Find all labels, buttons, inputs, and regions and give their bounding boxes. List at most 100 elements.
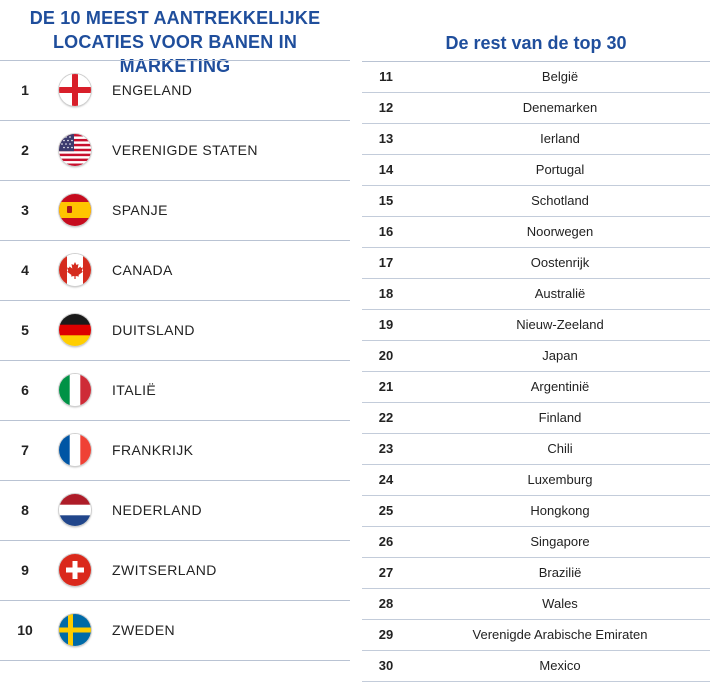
table-row: 27 Brazilië [362,558,710,589]
table-row: 29 Verenigde Arabische Emiraten [362,620,710,651]
country-name: Noorwegen [526,224,594,239]
country-name: Japan [542,348,578,363]
list-item: 2 [0,120,350,180]
rank-number: 21 [378,379,394,394]
table-row: 30 Mexico [362,651,710,682]
rank-number: 10 [17,622,33,638]
country-name: VERENIGDE STATEN [112,142,258,158]
rank-number: 23 [378,441,394,456]
table-row: 21 Argentinië [362,372,710,403]
rank-number: 20 [378,348,394,363]
germany-flag-icon [59,314,91,346]
country-name: NEDERLAND [112,502,202,518]
list-item: 3 SPANJE [0,180,350,240]
country-name: België [541,69,579,84]
top-10-title-line-1: DE 10 MEEST AANTREKKELIJKE [29,8,321,28]
country-name: CANADA [112,262,173,278]
list-item: 9 ZWITSERLAND [0,540,350,600]
top-10-list: 1 ENGELAND 2 [0,60,350,661]
country-name: Brazilië [538,565,582,580]
country-name: Denemarken [522,100,598,115]
country-name: Schotland [531,193,589,208]
country-name: ZWEDEN [112,622,176,638]
rank-number: 24 [378,472,394,487]
country-name: Hongkong [530,503,590,518]
list-item: 10 ZWEDEN [0,600,350,661]
country-name: Singapore [530,534,590,549]
rank-number: 28 [378,596,394,611]
country-name: ZWITSERLAND [112,562,217,578]
country-name: Luxemburg [527,472,593,487]
table-row: 20 Japan [362,341,710,372]
top-10-title: DE 10 MEEST AANTREKKELIJKE LOCATIES VOOR… [0,6,350,78]
list-item: 7 FRANKRIJK [0,420,350,480]
sweden-flag-icon [59,614,91,646]
rank-number: 22 [378,410,394,425]
table-row: 11 België [362,62,710,93]
rank-number: 1 [21,82,29,98]
table-row: 12 Denemarken [362,93,710,124]
country-name: DUITSLAND [112,322,195,338]
rank-number: 16 [378,224,394,239]
table-row: 17 Oostenrijk [362,248,710,279]
table-row: 25 Hongkong [362,496,710,527]
table-row: 24 Luxemburg [362,465,710,496]
rank-number: 6 [21,382,29,398]
table-row: 28 Wales [362,589,710,620]
rank-number: 5 [21,322,29,338]
table-row: 16 Noorwegen [362,217,710,248]
country-name: Portugal [535,162,585,177]
england-flag-icon [59,74,91,106]
rank-number: 3 [21,202,29,218]
rest-list: 11 België 12 Denemarken 13 Ierland 14 Portugal 1… [362,61,710,682]
rank-number: 27 [378,565,394,580]
rank-number: 7 [21,442,29,458]
country-name: SPANJE [112,202,168,218]
italy-flag-icon [59,374,91,406]
rank-number: 26 [378,534,394,549]
list-item: 1 ENGELAND [0,60,350,120]
country-name: Mexico [539,658,581,673]
table-row: 19 Nieuw-Zeeland [362,310,710,341]
table-row: 13 Ierland [362,124,710,155]
country-name: FRANKRIJK [112,442,194,458]
table-row: 22 Finland [362,403,710,434]
country-name: ITALIË [112,382,157,398]
rank-number: 8 [21,502,29,518]
rank-number: 30 [378,658,394,673]
usa-flag-icon [59,134,91,166]
table-row: 15 Schotland [362,186,710,217]
rank-number: 25 [378,503,394,518]
country-name: Chili [547,441,573,456]
list-item: 4 CANADA [0,240,350,300]
table-row: 14 Portugal [362,155,710,186]
spain-flag-icon [59,194,91,226]
country-name: Finland [538,410,582,425]
rank-number: 12 [378,100,394,115]
rank-number: 14 [378,162,394,177]
rank-number: 17 [378,255,394,270]
country-name: ENGELAND [112,82,193,98]
rank-number: 15 [378,193,394,208]
list-item: 5 DUITSLAND [0,300,350,360]
country-name: Ierland [540,131,580,146]
rank-number: 13 [378,131,394,146]
table-row: 18 Australië [362,279,710,310]
rest-title: De rest van de top 30 [445,33,627,53]
list-item: 8 NEDERLAND [0,480,350,540]
country-name: Verenigde Arabische Emiraten [472,627,648,642]
country-name: Wales [542,596,578,611]
rank-number: 11 [379,69,393,84]
country-name: Nieuw-Zeeland [516,317,604,332]
switzerland-flag-icon [59,554,91,586]
table-row: 26 Singapore [362,527,710,558]
country-name: Oostenrijk [530,255,590,270]
table-row: 23 Chili [362,434,710,465]
canada-flag-icon [59,254,91,286]
rank-number: 18 [378,286,394,301]
top-10-title-line-2: LOCATIES VOOR BANEN IN MARKETING [52,32,298,76]
rank-number: 2 [21,142,29,158]
country-name: Argentinië [530,379,590,394]
country-name: Australië [534,286,586,301]
netherlands-flag-icon [59,494,91,526]
